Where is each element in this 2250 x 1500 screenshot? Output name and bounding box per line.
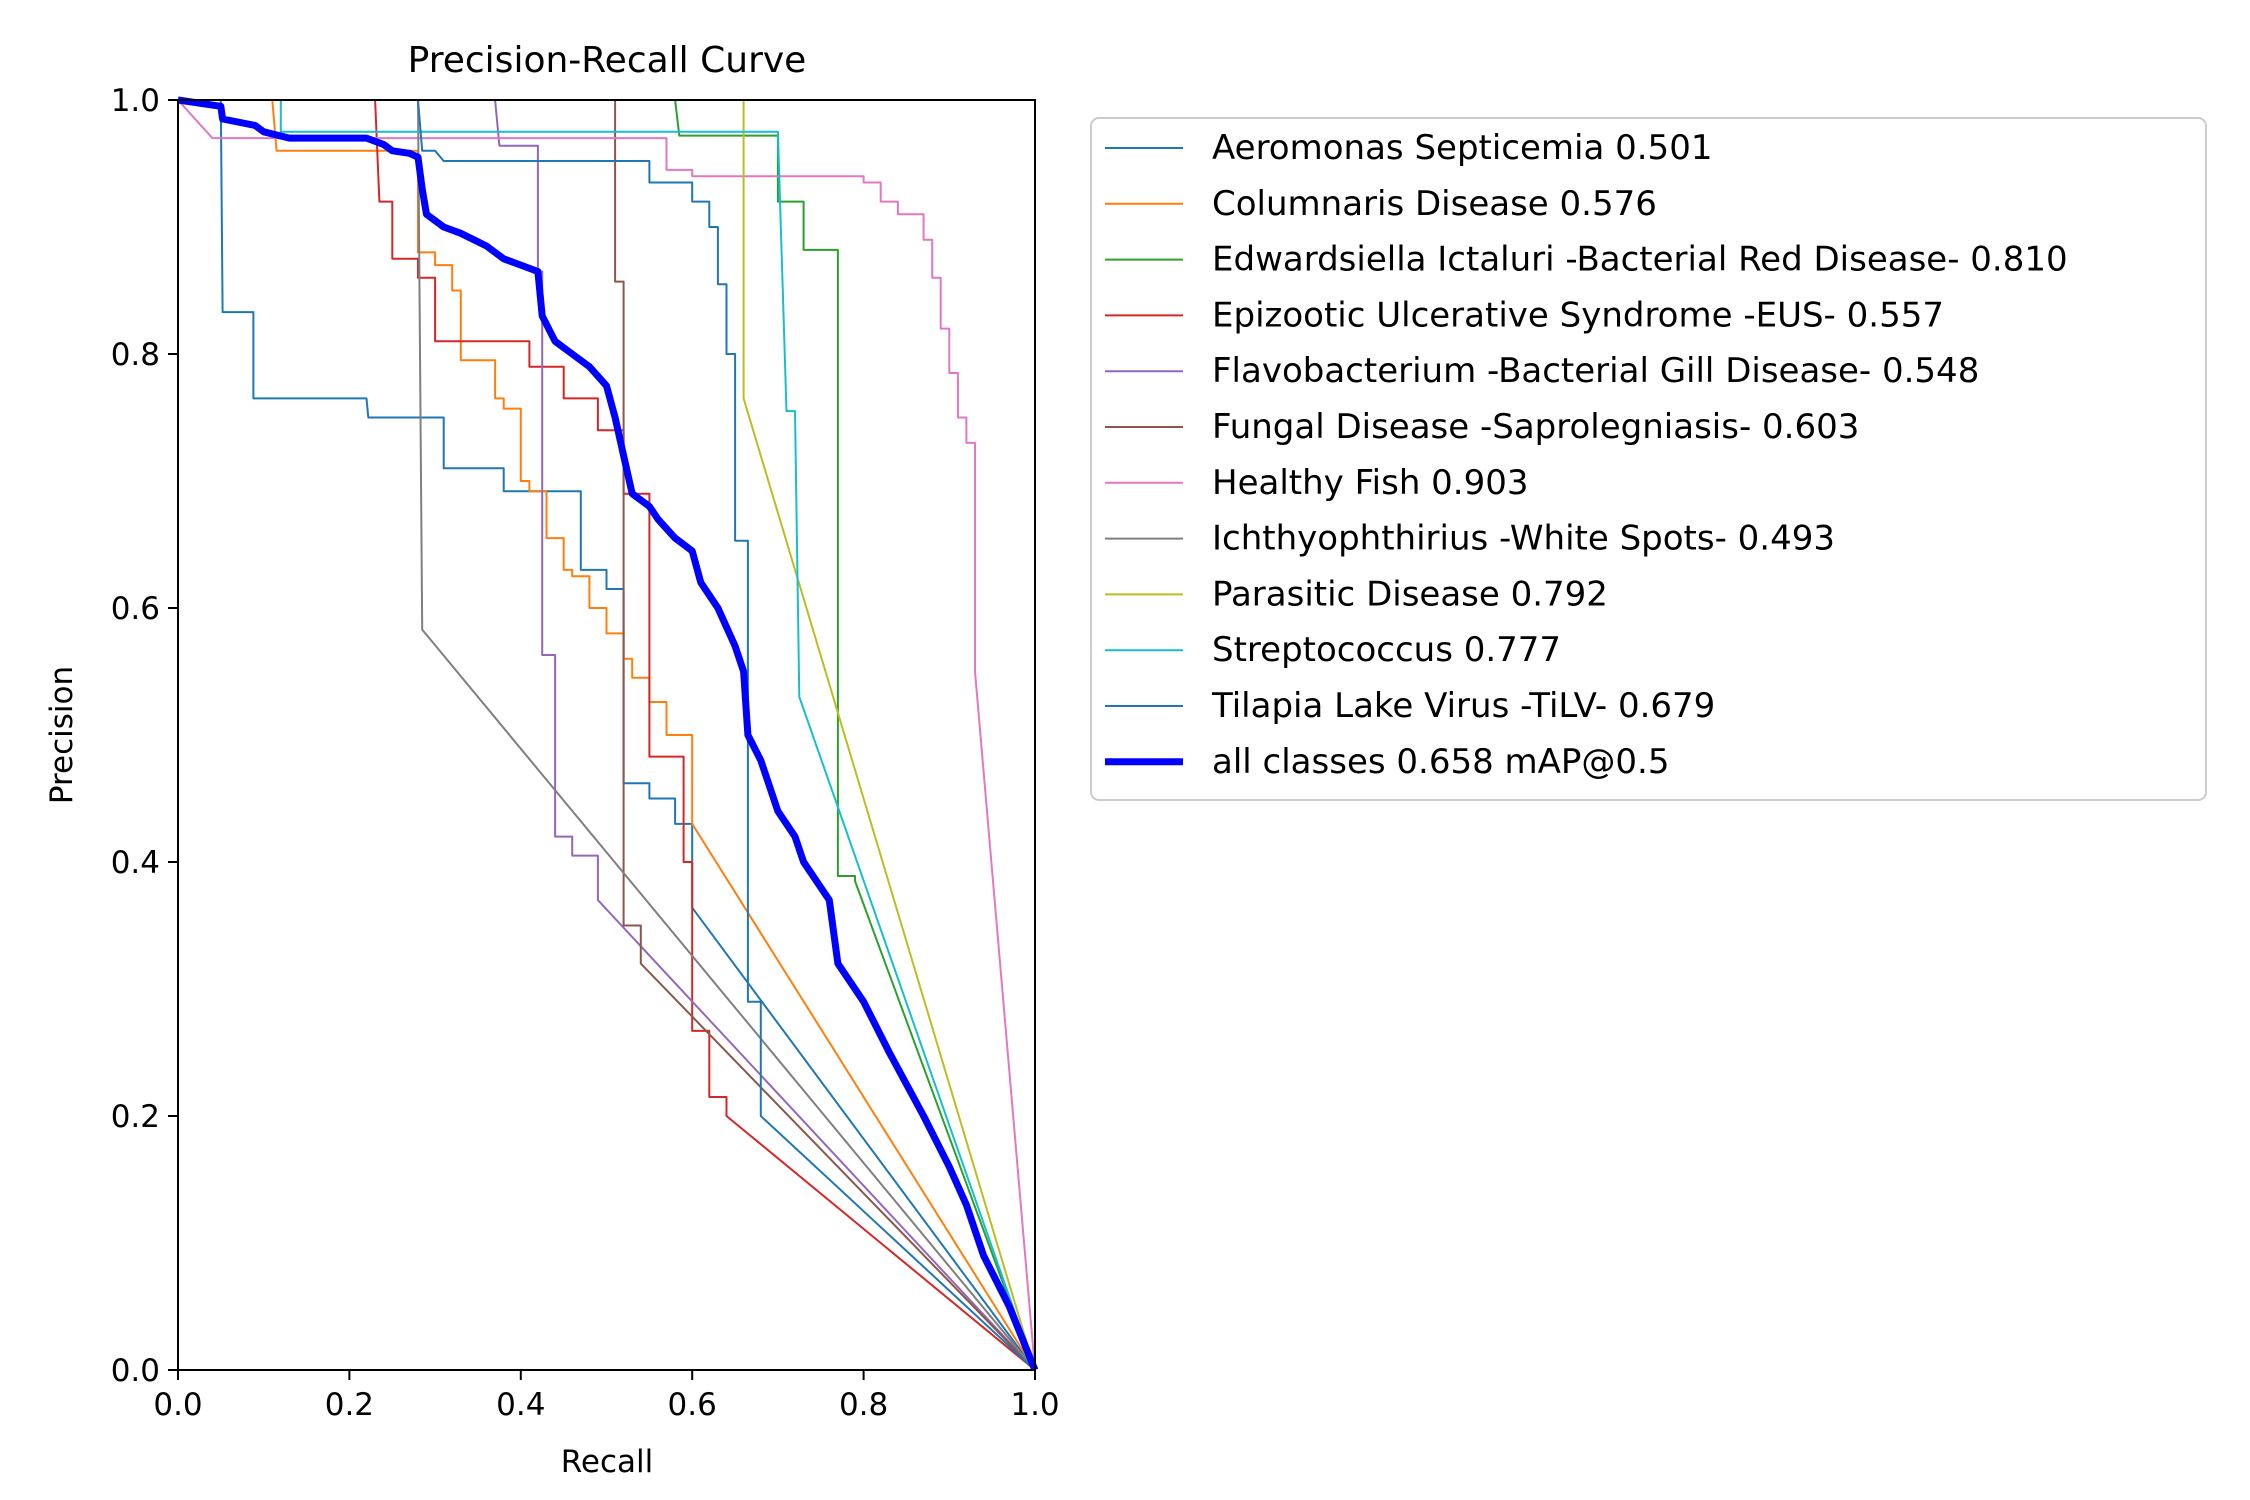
y-tick-label: 0.6 (111, 591, 160, 627)
y-tick-label: 0.2 (111, 1099, 160, 1135)
legend-label-5: Fungal Disease -Saprolegniasis- 0.603 (1212, 407, 1859, 447)
x-tick-label: 0.8 (839, 1387, 888, 1423)
legend-label-2: Edwardsiella Ictaluri -Bacterial Red Dis… (1212, 240, 2068, 280)
series-line-9 (178, 99, 1036, 1371)
series-line-3 (178, 99, 1036, 1371)
series-line-1 (178, 99, 1036, 1371)
legend-label-6: Healthy Fish 0.903 (1212, 463, 1529, 503)
x-axis-label: Recall (561, 1444, 654, 1480)
y-tick-label: 0.0 (111, 1353, 160, 1389)
legend-label-7: Ichthyophthirius -White Spots- 0.493 (1212, 519, 1835, 559)
y-axis-label: Precision (44, 666, 80, 804)
x-tick-label: 0.0 (153, 1387, 202, 1423)
y-tick-label: 0.4 (111, 845, 160, 881)
x-tick-label: 0.6 (668, 1387, 717, 1423)
legend: Aeromonas Septicemia 0.501 Columnaris Dis… (1090, 117, 2207, 801)
plot-area-frame (177, 99, 1036, 1371)
legend-label-0: Aeromonas Septicemia 0.501 (1212, 128, 1712, 168)
series-line-10 (178, 99, 1036, 1371)
y-tick-label: 0.8 (111, 337, 160, 373)
series-line-4 (178, 99, 1036, 1371)
legend-label-9: Streptococcus 0.777 (1212, 630, 1561, 670)
series-line-2 (178, 99, 1036, 1371)
legend-label-4: Flavobacterium -Bacterial Gill Disease- … (1212, 351, 1979, 391)
x-axis-ticks: 0.0 0.2 0.4 0.6 0.8 1.0 (153, 1370, 1060, 1423)
legend-label-11: all classes 0.658 mAP@0.5 (1212, 742, 1669, 782)
legend-label-3: Epizootic Ulcerative Syndrome -EUS- 0.55… (1212, 295, 1944, 335)
x-tick-label: 0.4 (496, 1387, 545, 1423)
series-line-5 (178, 99, 1036, 1371)
y-axis-ticks: 0.0 0.2 0.4 0.6 0.8 1.0 (111, 83, 178, 1389)
legend-label-8: Parasitic Disease 0.792 (1212, 574, 1608, 614)
legend-frame (1090, 117, 2207, 801)
series-line-0 (178, 99, 1036, 1371)
legend-label-10: Tilapia Lake Virus -TiLV- 0.679 (1211, 686, 1715, 726)
y-tick-label: 1.0 (111, 83, 160, 119)
series-line-11 (177, 96, 1039, 1372)
x-tick-label: 1.0 (1010, 1387, 1059, 1423)
series-line-6 (177, 99, 1036, 1371)
chart-title: Precision-Recall Curve (408, 40, 807, 81)
x-tick-label: 0.2 (325, 1387, 374, 1423)
legend-label-1: Columnaris Disease 0.576 (1212, 184, 1657, 224)
